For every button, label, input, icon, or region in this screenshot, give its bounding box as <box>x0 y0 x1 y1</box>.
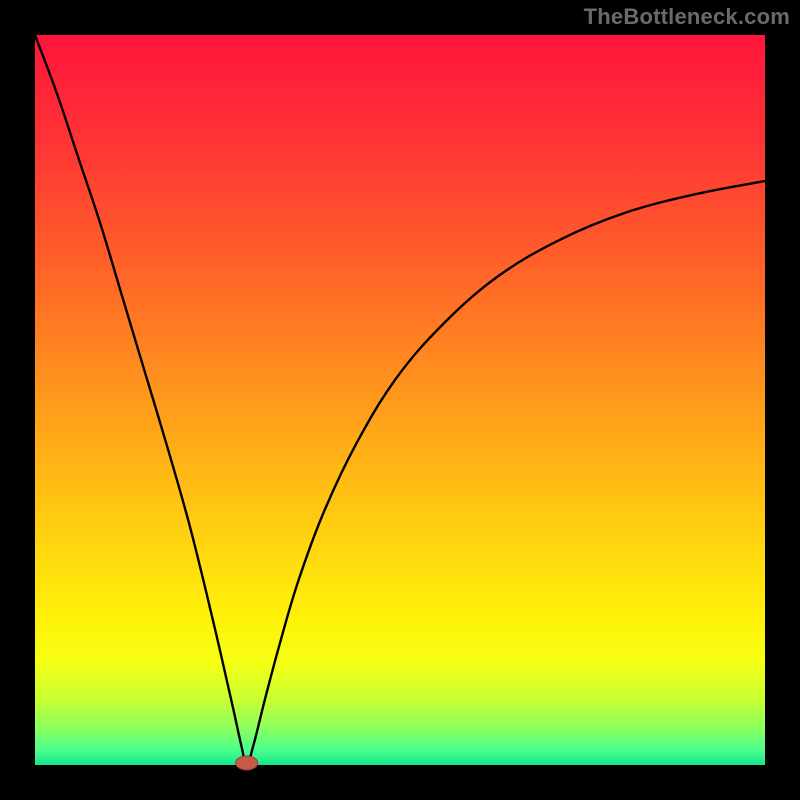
watermark-text: TheBottleneck.com <box>584 4 790 30</box>
plot-background <box>35 35 765 765</box>
vertex-marker <box>236 756 258 770</box>
chart-container: TheBottleneck.com <box>0 0 800 800</box>
chart-svg <box>0 0 800 800</box>
